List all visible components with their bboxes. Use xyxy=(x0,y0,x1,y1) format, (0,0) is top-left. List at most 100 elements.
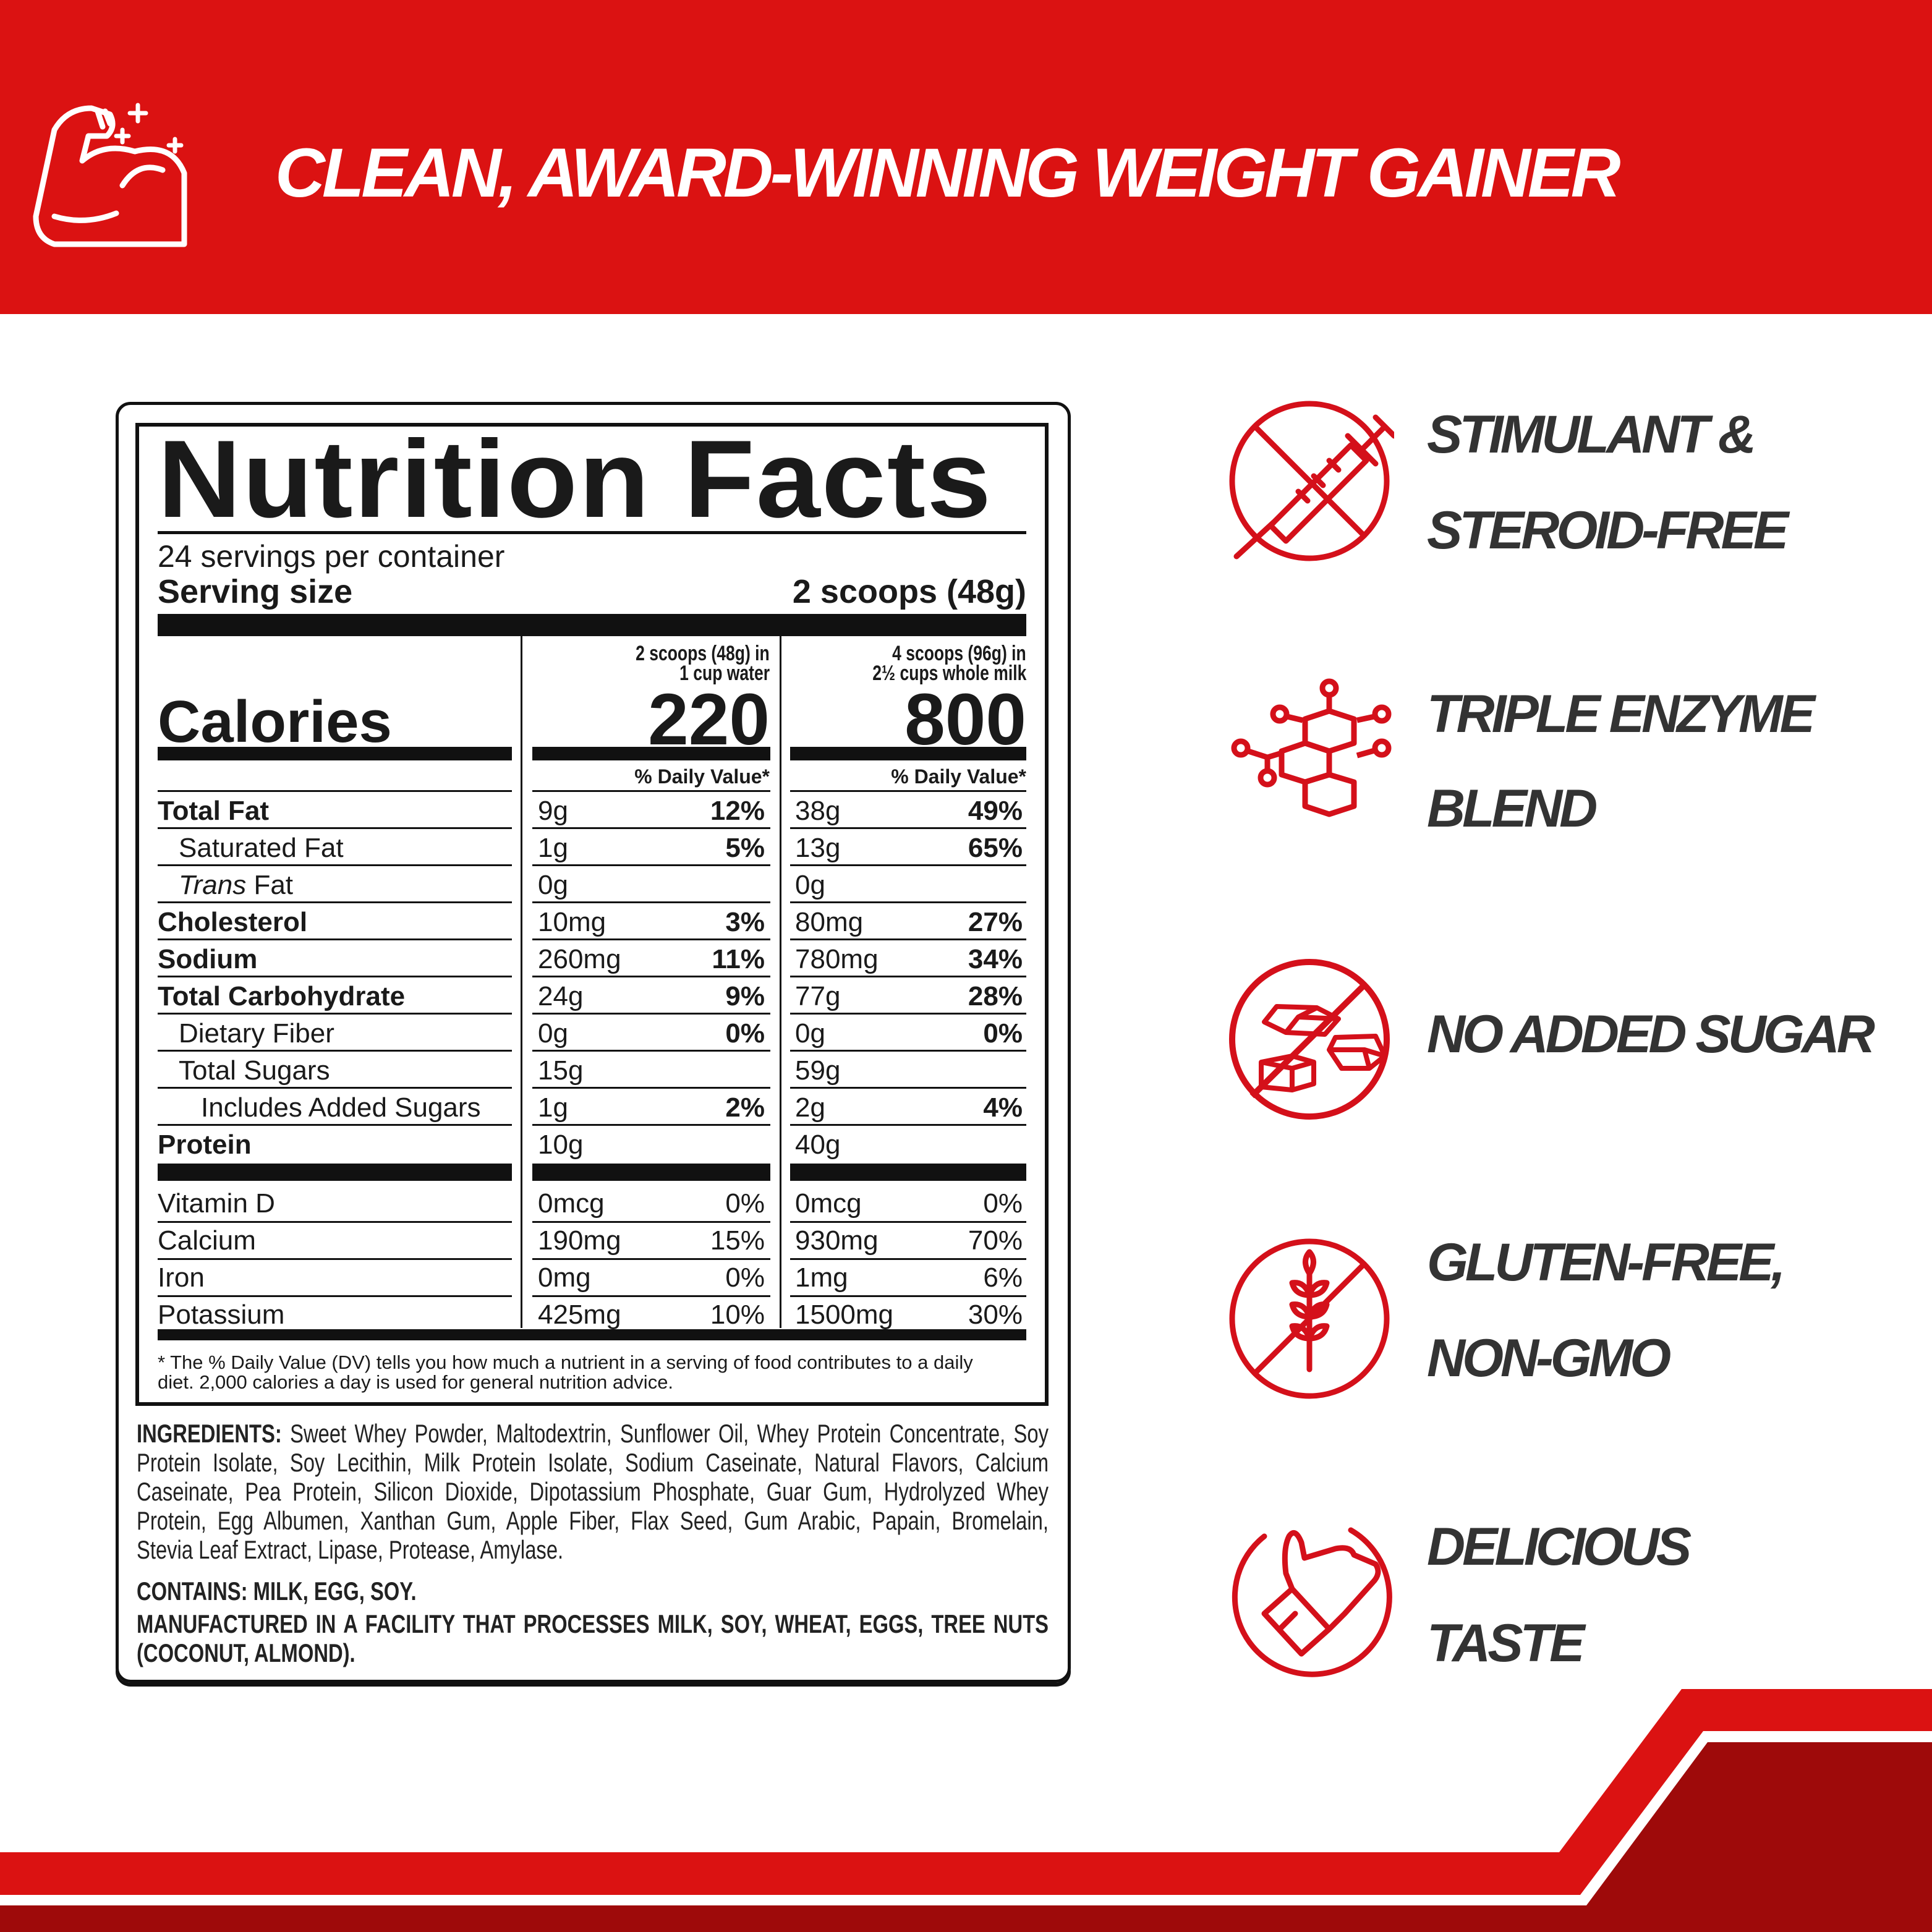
nutrient-name-text: Includes Added Sugars xyxy=(201,1092,481,1123)
dv-water: 11% xyxy=(712,944,765,974)
row-divider xyxy=(532,827,770,829)
row-divider xyxy=(790,790,1026,792)
row-divider xyxy=(790,1221,1026,1223)
row-divider xyxy=(158,938,512,940)
row-divider xyxy=(532,976,770,977)
row-divider xyxy=(158,1013,512,1015)
ingredients-line: INGREDIENTS: Sweet Whey Powder, Maltodex… xyxy=(137,1419,1049,1448)
feature-label: BLEND xyxy=(1427,779,1598,838)
thick-divider xyxy=(532,1164,770,1181)
amount-milk: 40g xyxy=(795,1130,841,1160)
nutrient-name: Saturated Fat xyxy=(179,835,344,862)
vitamin-name: Iron xyxy=(158,1262,205,1293)
row-divider xyxy=(158,864,512,866)
nutrient-name: Total Carbohydrate xyxy=(158,983,405,1010)
label-outer-frame xyxy=(116,402,1071,1683)
bottom-dark-stripe xyxy=(0,1742,1932,1932)
dv-water: 15% xyxy=(710,1225,765,1256)
ingredients-line: Protein Isolate, Soy Lecithin, Milk Prot… xyxy=(137,1448,1049,1477)
header-band xyxy=(0,0,1932,314)
column-2-header-line2: 2½ cups whole milk xyxy=(872,662,1026,685)
amount-milk: 780mg xyxy=(795,944,879,974)
row-divider xyxy=(158,901,512,903)
column-2-header-line1: 4 scoops (96g) in xyxy=(892,642,1026,665)
vitamin-name: Calcium xyxy=(158,1225,256,1256)
row-divider xyxy=(532,1221,770,1223)
row-divider xyxy=(532,790,770,792)
ingredients-line: Protein, Egg Albumen, Xanthan Gum, Apple… xyxy=(137,1506,1049,1535)
row-divider xyxy=(532,901,770,903)
dv-milk: 70% xyxy=(968,1225,1023,1256)
feature-label: DELICIOUS xyxy=(1427,1517,1692,1577)
row-divider xyxy=(532,1295,770,1297)
nutrient-name-text: Protein xyxy=(158,1130,252,1160)
feature-label: STIMULANT & xyxy=(1427,405,1756,464)
thick-divider xyxy=(158,1329,1026,1340)
row-divider xyxy=(790,901,1026,903)
no-syringe-icon xyxy=(1229,401,1394,561)
amount-water: 10g xyxy=(538,1130,584,1160)
thick-divider xyxy=(158,614,1026,636)
row-divider xyxy=(158,1295,512,1297)
ingredients-label: INGREDIENTS: xyxy=(137,1419,282,1448)
nutrient-name: Total Fat xyxy=(158,798,269,825)
amount-milk: 0g xyxy=(795,1018,825,1049)
amount-water: 15g xyxy=(538,1055,584,1086)
thick-divider xyxy=(532,747,770,760)
row-divider xyxy=(158,1124,512,1126)
amount-water: 1g xyxy=(538,833,568,863)
row-divider xyxy=(158,1258,512,1260)
daily-value-header-milk: % Daily Value* xyxy=(891,765,1026,788)
molecule-icon xyxy=(1231,678,1392,817)
dv-milk: 65% xyxy=(968,833,1023,863)
calories-label: Calories xyxy=(158,689,392,755)
amount-milk: 930mg xyxy=(795,1225,879,1256)
nutrient-name: Total Sugars xyxy=(179,1057,330,1084)
amount-water: 9g xyxy=(538,796,568,826)
thick-divider xyxy=(790,1164,1026,1181)
amount-milk: 80mg xyxy=(795,907,864,937)
row-divider xyxy=(532,938,770,940)
no-wheat-icon xyxy=(1229,1238,1390,1399)
row-divider xyxy=(790,827,1026,829)
row-divider xyxy=(532,1050,770,1052)
thick-divider xyxy=(158,1164,512,1181)
amount-milk: 13g xyxy=(795,833,841,863)
dv-water: 0% xyxy=(725,1018,765,1049)
no-sugar-cubes-icon xyxy=(1229,959,1390,1120)
row-divider xyxy=(790,1050,1026,1052)
row-divider xyxy=(532,1013,770,1015)
page-headline: CLEAN, AWARD-WINNING WEIGHT GAINER xyxy=(275,134,1621,211)
dv-milk: 49% xyxy=(968,796,1023,826)
amount-water: 1g xyxy=(538,1092,568,1123)
row-divider xyxy=(158,827,512,829)
amount-milk: 2g xyxy=(795,1092,825,1123)
column-1-header-line2: 1 cup water xyxy=(679,662,770,685)
amount-milk: 0g xyxy=(795,870,825,900)
calories-value-milk: 800 xyxy=(904,679,1026,760)
nutrient-name-text: Fat xyxy=(246,870,294,900)
nutrient-name-text: Total Carbohydrate xyxy=(158,981,406,1011)
flexed-bicep-icon xyxy=(33,103,187,247)
row-divider xyxy=(532,1087,770,1089)
calories-value-water: 220 xyxy=(648,679,770,760)
footnote-line1: * The % Daily Value (DV) tells you how m… xyxy=(158,1351,973,1373)
column-1-header-line1: 2 scoops (48g) in xyxy=(636,642,770,665)
amount-water: 0g xyxy=(538,870,568,900)
nutrient-name: Cholesterol xyxy=(158,909,307,936)
nutrient-name: Trans Fat xyxy=(179,872,293,899)
amount-milk: 77g xyxy=(795,981,841,1011)
amount-milk: 59g xyxy=(795,1055,841,1086)
amount-milk: 1500mg xyxy=(795,1300,894,1330)
servings-per-container: 24 servings per container xyxy=(158,539,505,574)
dv-water: 12% xyxy=(710,796,765,826)
row-divider xyxy=(158,1050,512,1052)
amount-milk: 0mcg xyxy=(795,1188,862,1219)
dv-water: 0% xyxy=(725,1188,765,1219)
nutrient-name-text: Dietary Fiber xyxy=(179,1018,334,1049)
row-divider xyxy=(790,864,1026,866)
amount-milk: 1mg xyxy=(795,1262,848,1293)
amount-water: 425mg xyxy=(538,1300,621,1330)
divider xyxy=(158,531,1026,534)
feature-label: TASTE xyxy=(1427,1614,1585,1673)
